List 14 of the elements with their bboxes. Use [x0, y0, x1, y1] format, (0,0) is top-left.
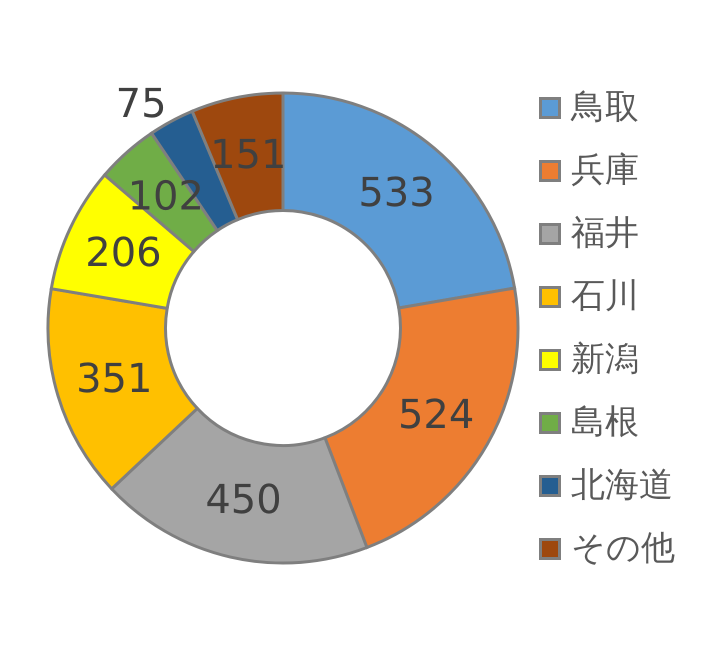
data-label: 351: [76, 356, 152, 402]
legend-label: 北海道: [571, 465, 673, 506]
data-label: 206: [85, 230, 162, 276]
legend-label: 石川: [571, 276, 639, 317]
legend-label: 鳥取: [571, 87, 639, 128]
data-label: 524: [398, 392, 474, 438]
legend-label: その他: [571, 528, 675, 569]
legend-label: 福井: [571, 213, 639, 254]
legend-label: 兵庫: [571, 150, 639, 191]
data-label: 450: [205, 476, 282, 523]
data-label: 75: [116, 81, 167, 128]
data-label: 533: [358, 170, 435, 216]
legend-label: 新潟: [571, 339, 639, 380]
legend-label: 島根: [571, 402, 639, 443]
